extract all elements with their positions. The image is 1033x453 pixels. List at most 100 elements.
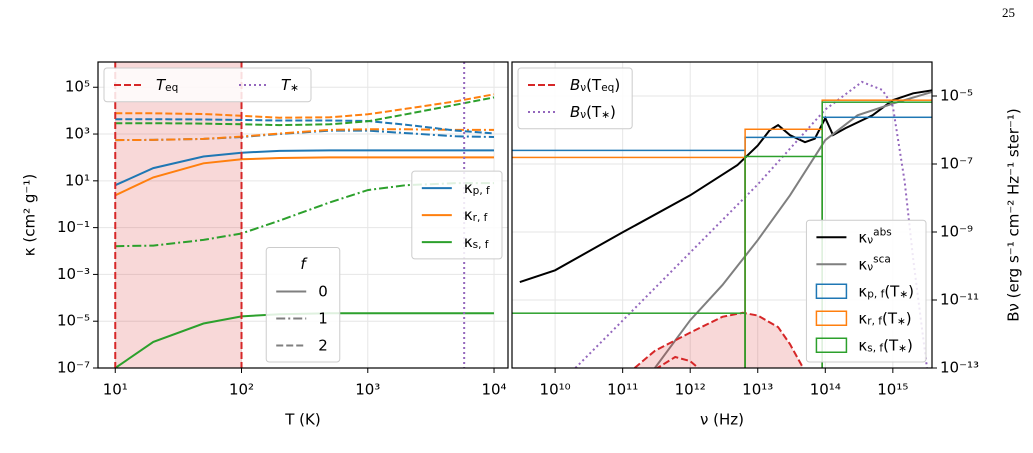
x-tick-label: 10³ xyxy=(355,381,380,399)
x-tick-label: 10⁴ xyxy=(481,381,506,399)
plot-area xyxy=(98,62,508,368)
y-axis-label: κ (cm² g⁻¹) xyxy=(21,174,39,256)
legend-label: 0 xyxy=(318,282,328,300)
label-part: B xyxy=(570,76,580,94)
legend-label: κr, f xyxy=(464,206,488,224)
y2-tick-label: 10⁻⁷ xyxy=(940,155,973,173)
label-part: p, f xyxy=(473,185,490,197)
x-tick-label: 10¹⁴ xyxy=(810,381,841,399)
legend-label: κr, f(T∗) xyxy=(858,309,911,327)
label-part: ν xyxy=(580,82,586,94)
shaded-span xyxy=(115,62,242,368)
legend-box xyxy=(805,219,927,363)
page-number: 25 xyxy=(1002,5,1015,20)
legend-label: κνabs xyxy=(858,226,891,246)
y-tick-label: 10³ xyxy=(65,125,90,143)
series-line xyxy=(655,355,700,368)
series-line xyxy=(115,93,495,119)
x-tick-label: 10¹³ xyxy=(742,381,773,399)
legend-box xyxy=(517,67,633,130)
label-part: 2 xyxy=(318,336,328,354)
legend-label: κs, f(T∗) xyxy=(858,336,912,354)
legend-label: κp, f xyxy=(464,179,490,197)
label-part: 0 xyxy=(318,282,328,300)
label-part: κ xyxy=(858,255,867,273)
series-line xyxy=(519,89,932,284)
label-part: ν xyxy=(867,261,873,273)
label-part: 1 xyxy=(318,309,328,327)
x-tick-label: 10² xyxy=(229,381,254,399)
label-part: (T xyxy=(586,76,602,94)
label-part: T xyxy=(156,76,167,94)
series-line xyxy=(115,96,495,127)
y2-tick-label: 10⁻¹¹ xyxy=(940,291,979,309)
label-part: ) xyxy=(610,103,616,121)
y-tick-label: 10⁻³ xyxy=(57,265,90,283)
legend-label: κs, f xyxy=(464,233,489,251)
y2-tick-label: 10⁻⁹ xyxy=(940,223,973,241)
label-part: B xyxy=(570,103,580,121)
y-tick-label: 10⁵ xyxy=(65,78,90,96)
legend-label: 2 xyxy=(318,336,328,354)
label-part: eq xyxy=(601,82,614,94)
axes-frame xyxy=(97,61,509,369)
legend-label: Bν(Teq) xyxy=(570,76,620,94)
y-tick-label: 10⁻¹ xyxy=(57,218,90,236)
label-part: ∗ xyxy=(897,315,906,327)
label-part: (T xyxy=(586,103,602,121)
series-line xyxy=(115,128,494,142)
label-part: ) xyxy=(907,336,913,354)
y-tick-label: 10¹ xyxy=(65,171,90,189)
x-tick-label: 10¹ xyxy=(103,381,128,399)
label-part: s, f xyxy=(867,342,883,354)
label-part: ν xyxy=(580,109,586,121)
label-part: (T xyxy=(882,309,898,327)
y2-tick-label: 10⁻¹³ xyxy=(940,359,979,377)
legend-box xyxy=(265,247,341,363)
x-tick-label: 10¹¹ xyxy=(607,381,638,399)
label-part: κ xyxy=(464,233,473,251)
label-part: r, f xyxy=(473,212,488,224)
legend-label: Teq xyxy=(156,76,178,94)
label-part: sca xyxy=(873,253,891,265)
series-line xyxy=(654,90,932,368)
label-part: (T xyxy=(883,336,899,354)
label-part: T xyxy=(281,76,292,94)
legend-label: 1 xyxy=(318,309,328,327)
x-axis-label: T (K) xyxy=(284,411,320,429)
legend-title: f xyxy=(300,255,308,273)
series-line xyxy=(114,149,494,187)
label-part: ∗ xyxy=(601,109,610,121)
label-part: κ xyxy=(858,336,867,354)
label-part: ∗ xyxy=(899,288,908,300)
label-part: κ xyxy=(464,206,473,224)
x-axis-label: ν (Hz) xyxy=(700,411,744,429)
legend-label: κνsca xyxy=(858,253,890,273)
legend-swatch xyxy=(815,283,848,299)
legend: Bν(Teq)Bν(T∗) xyxy=(517,67,633,130)
legend-swatch xyxy=(815,310,848,326)
label-part: κ xyxy=(858,282,867,300)
legend: κp, fκr, fκs, f xyxy=(411,170,503,260)
label-part: ) xyxy=(614,76,620,94)
legend-label: Bν(T∗) xyxy=(570,103,616,121)
y-tick-label: 10⁻⁷ xyxy=(57,359,90,377)
y2-tick-label: 10⁻⁵ xyxy=(940,87,973,105)
legend-swatch xyxy=(815,337,848,353)
legend-label: T∗ xyxy=(281,76,299,94)
label-part: κ xyxy=(858,309,867,327)
label-part: abs xyxy=(873,226,892,238)
label-part: ν xyxy=(867,234,873,246)
x-tick-label: 10¹⁵ xyxy=(877,381,908,399)
series-line xyxy=(114,156,494,197)
label-part: eq xyxy=(165,82,178,94)
label-part: p, f xyxy=(867,288,884,300)
legend: Teq T∗ xyxy=(103,67,312,103)
y2-axis-label: Bν (erg s⁻¹ cm⁻² Hz⁻¹ ster⁻¹) xyxy=(1005,108,1023,322)
label-part: s, f xyxy=(473,239,489,251)
label-part: ∗ xyxy=(898,342,907,354)
x-tick-label: 10¹² xyxy=(675,381,706,399)
axes-frame xyxy=(511,61,933,369)
